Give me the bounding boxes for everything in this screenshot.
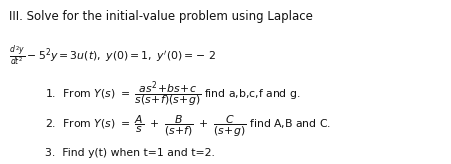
Text: 3.  Find y(t) when t=1 and t=2.: 3. Find y(t) when t=1 and t=2. [45, 148, 215, 158]
Text: $\frac{d^{\,2}y}{dt^2} - 5^2y = 3u(t),\ y(0) = 1,\ y'(0) =\!-\, 2$: $\frac{d^{\,2}y}{dt^2} - 5^2y = 3u(t),\ … [9, 44, 216, 67]
Text: 1.  From $Y(s)\ =\ \dfrac{as^2\!+\!bs\!+\!c}{s(s\!+\!f)(s\!+\!g)}$ find a,b,c,f : 1. From $Y(s)\ =\ \dfrac{as^2\!+\!bs\!+\… [45, 79, 300, 109]
Text: 2.  From $Y(s)\ =\ \dfrac{A}{s}\ +\ \dfrac{B}{(s\!+\!f)}\ +\ \dfrac{C}{(s\!+\!g): 2. From $Y(s)\ =\ \dfrac{A}{s}\ +\ \dfra… [45, 113, 331, 139]
Text: III. Solve for the initial-value problem using Laplace: III. Solve for the initial-value problem… [9, 10, 313, 23]
